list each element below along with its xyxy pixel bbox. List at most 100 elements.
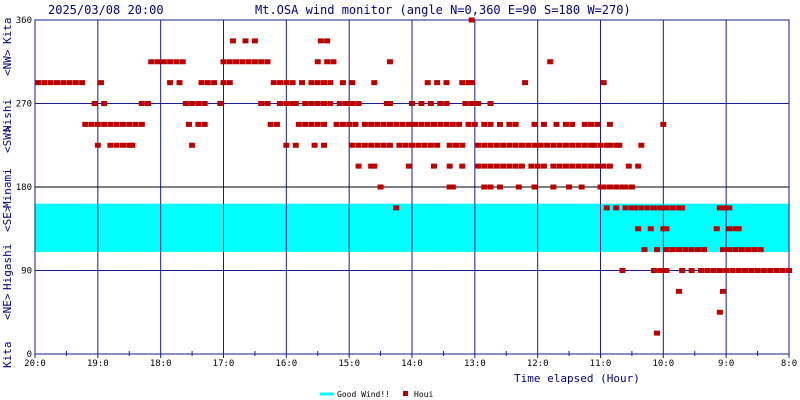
- data-point-0-55: [258, 59, 265, 65]
- data-point-0-11: [101, 121, 108, 127]
- data-point-0-218: [531, 184, 538, 190]
- data-point-0-33: [173, 59, 180, 65]
- data-point-0-1: [41, 80, 48, 86]
- data-point-0-287: [704, 268, 711, 273]
- x-tick-label-3: 17:0: [213, 359, 235, 369]
- data-point-0-103: [352, 121, 359, 127]
- data-point-0-240: [594, 121, 601, 127]
- data-point-0-206: [562, 163, 569, 169]
- data-point-0-148: [418, 101, 425, 106]
- data-point-0-99: [336, 101, 343, 106]
- data-point-0-220: [566, 184, 573, 190]
- data-point-0-237: [569, 121, 576, 127]
- data-point-0-157: [459, 142, 466, 148]
- data-point-0-10: [94, 121, 101, 127]
- data-point-0-270: [663, 226, 670, 232]
- data-point-0-162: [459, 163, 466, 169]
- data-point-0-281: [650, 268, 657, 273]
- data-point-0-107: [355, 101, 362, 106]
- data-point-0-291: [729, 268, 736, 273]
- data-point-0-234: [540, 121, 547, 127]
- data-point-0-158: [449, 121, 456, 127]
- data-point-0-92: [317, 38, 324, 44]
- data-point-0-118: [380, 142, 387, 148]
- data-point-0-222: [597, 184, 604, 190]
- data-point-0-17: [138, 121, 145, 127]
- x-tick-label-8: 12:0: [527, 359, 549, 369]
- data-point-0-38: [189, 101, 196, 106]
- data-point-0-165: [459, 80, 466, 86]
- data-point-0-51: [233, 59, 240, 65]
- data-point-0-238: [581, 121, 588, 127]
- data-point-0-282: [657, 268, 664, 273]
- data-point-0-299: [779, 268, 786, 273]
- data-point-0-232: [512, 121, 519, 127]
- data-point-0-19: [101, 101, 108, 106]
- data-point-0-91: [321, 142, 328, 148]
- y-direction-label-0: Kita: [1, 342, 14, 369]
- data-point-0-209: [581, 163, 588, 169]
- data-point-0-122: [371, 163, 378, 169]
- y-tick-label-2: 180: [16, 183, 32, 193]
- data-point-0-78: [302, 101, 309, 106]
- x-tick-label-9: 11:0: [590, 359, 612, 369]
- data-point-0-53: [245, 59, 252, 65]
- data-point-0-45: [198, 80, 205, 86]
- data-point-0-52: [239, 59, 246, 65]
- data-point-0-138: [402, 142, 409, 148]
- data-point-0-244: [600, 80, 607, 86]
- data-point-0-74: [292, 142, 299, 148]
- data-point-0-230: [496, 121, 503, 127]
- data-point-0-173: [471, 121, 478, 127]
- data-point-0-256: [622, 205, 629, 211]
- data-point-0-111: [380, 121, 387, 127]
- data-point-0-262: [657, 205, 664, 211]
- data-point-0-295: [754, 268, 761, 273]
- data-point-0-267: [635, 226, 642, 232]
- data-point-0-146: [430, 163, 437, 169]
- data-point-0-290: [723, 268, 730, 273]
- data-point-0-77: [299, 80, 306, 86]
- data-point-0-279: [701, 247, 708, 253]
- data-point-0-177: [493, 142, 500, 148]
- data-point-0-183: [531, 142, 538, 148]
- data-point-0-243: [547, 59, 554, 65]
- side-label-layer: Kita <NE> Higashi <SE>Minami <SW>Nishi <NW> Ki…: [1, 18, 14, 369]
- data-point-0-255: [613, 205, 620, 211]
- data-point-0-2: [47, 80, 54, 86]
- data-point-0-81: [321, 101, 328, 106]
- data-point-0-123: [377, 184, 384, 190]
- data-point-0-241: [487, 101, 494, 106]
- data-point-0-7: [79, 80, 86, 86]
- y-tick-label-0: 0: [27, 350, 32, 360]
- data-point-0-101: [339, 121, 346, 127]
- data-point-0-110: [374, 121, 381, 127]
- data-point-0-186: [550, 142, 557, 148]
- data-point-0-144: [393, 205, 400, 211]
- data-point-0-224: [606, 184, 613, 190]
- data-point-0-29: [148, 59, 155, 65]
- data-point-0-56: [264, 59, 271, 65]
- data-point-0-140: [415, 142, 422, 148]
- data-point-0-182: [525, 142, 532, 148]
- data-point-0-221: [578, 184, 585, 190]
- data-point-0-169: [468, 101, 475, 106]
- data-point-0-203: [540, 163, 547, 169]
- x-tick-label-0: 20:0: [24, 359, 46, 369]
- data-point-0-197: [500, 163, 507, 169]
- data-point-0-154: [443, 80, 450, 86]
- data-point-0-211: [594, 163, 601, 169]
- data-point-0-153: [434, 80, 441, 86]
- data-point-0-116: [368, 142, 375, 148]
- data-point-0-293: [742, 268, 749, 273]
- data-point-0-276: [682, 247, 689, 253]
- data-point-0-135: [437, 121, 444, 127]
- data-point-0-119: [387, 142, 394, 148]
- y-direction-label-6: Nishi: [1, 99, 14, 132]
- data-point-0-132: [418, 121, 425, 127]
- data-point-0-312: [720, 247, 727, 253]
- data-point-0-156: [452, 142, 459, 148]
- data-point-0-303: [720, 288, 727, 294]
- data-point-0-277: [688, 247, 695, 253]
